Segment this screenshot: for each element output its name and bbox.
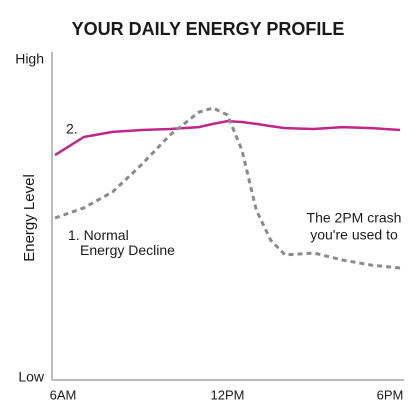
x-tick-label: 6PM [377,387,404,402]
y-axis-title: Energy Level [21,174,38,262]
chart-title: YOUR DAILY ENERGY PROFILE [72,19,345,39]
x-tick-label: 6AM [50,387,77,402]
series-line [54,106,401,270]
annotation: The 2PM crash [307,210,402,226]
annotation: you're used to [310,227,398,243]
series-line [54,119,401,157]
y-tick-label: High [15,51,44,67]
series-label: 2. [66,121,78,137]
series-label: 1. Normal Energy Decline [68,227,175,258]
x-tick-label: 12PM [211,387,245,402]
y-tick-label: Low [18,369,45,385]
